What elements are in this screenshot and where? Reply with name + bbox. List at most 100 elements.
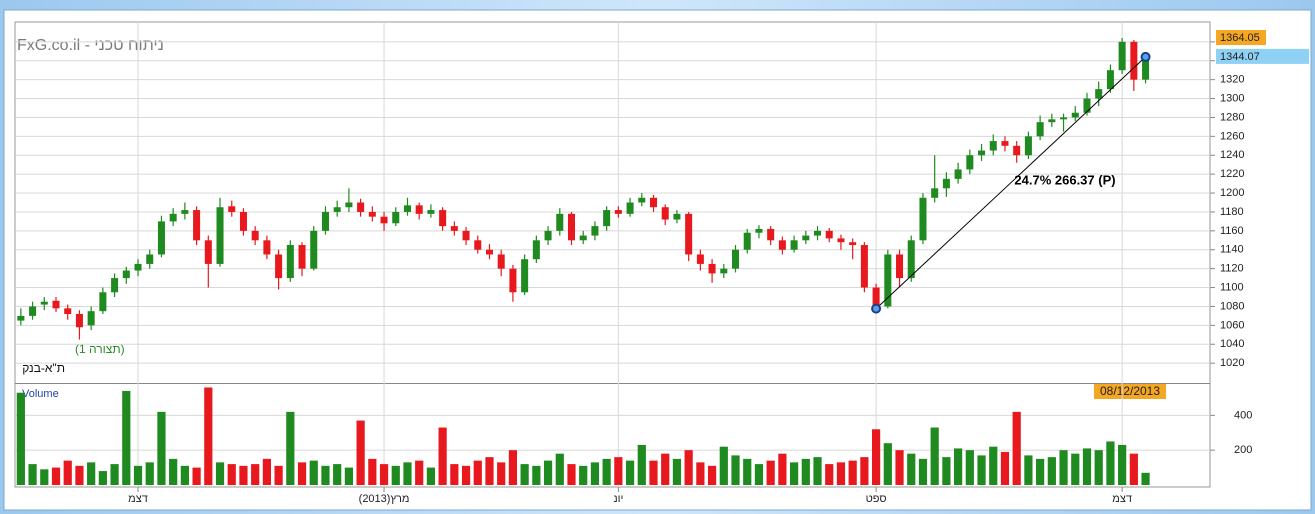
chart-title: FxG.co.il - ניתוח טכני: [17, 37, 164, 54]
candle-body: [1048, 119, 1056, 123]
y-tick-label: 1280: [1220, 111, 1244, 123]
candle-body: [439, 210, 447, 227]
volume-bar: [110, 464, 119, 485]
volume-bar: [450, 464, 459, 485]
y-tick-label: 1320: [1220, 74, 1244, 86]
y-tick-label: 1300: [1220, 92, 1244, 104]
candle-body: [134, 263, 142, 271]
instrument: ת"א-בנק: [22, 361, 65, 375]
volume-bar: [75, 465, 84, 485]
volume-bar: [145, 462, 154, 485]
candle-body: [321, 211, 329, 231]
volume-bar: [579, 465, 588, 485]
volume-bar: [801, 458, 810, 485]
volume-bar: [1141, 472, 1150, 485]
y-tick-label: 1220: [1220, 168, 1244, 180]
volume-bar: [40, 469, 49, 485]
volume-bar: [836, 462, 846, 485]
candle-body: [75, 314, 83, 328]
candle-body: [931, 188, 939, 198]
volume-bar: [696, 462, 705, 485]
volume-bar: [485, 457, 494, 485]
candle-body: [649, 197, 658, 208]
candle-body: [380, 216, 388, 224]
candle-body: [673, 213, 681, 220]
volume-bar: [251, 464, 260, 485]
candle-body: [87, 311, 95, 326]
volume-bar: [415, 460, 424, 485]
volume-bar: [204, 387, 213, 485]
candle-body: [614, 210, 622, 214]
volume-bar: [461, 465, 471, 485]
volume-bar: [989, 446, 998, 485]
candle-body: [1118, 41, 1126, 71]
volume-bar: [262, 458, 271, 485]
candle-body: [567, 213, 576, 241]
x-tick-label: דצמ: [1112, 493, 1132, 505]
volume-bar: [157, 411, 166, 485]
candle-body: [685, 213, 693, 255]
candle-body: [1071, 112, 1079, 118]
volume-bar: [28, 464, 37, 485]
candle-body: [1013, 145, 1021, 156]
candle-body: [239, 211, 247, 231]
candle-body: [157, 221, 165, 255]
candle-body: [392, 211, 400, 224]
candle-body: [450, 226, 458, 231]
volume-bar: [379, 464, 389, 485]
y-tick-label: 1160: [1220, 225, 1244, 237]
volume-bar: [63, 460, 72, 485]
candle-body: [368, 211, 376, 217]
candle-body: [579, 235, 587, 241]
volume-bar: [344, 467, 353, 485]
y-tick-label: 200: [1234, 444, 1252, 456]
candle-body: [860, 245, 868, 288]
volume-bar: [942, 457, 951, 485]
candle-body: [521, 259, 529, 293]
candle-body: [966, 155, 974, 170]
volume-bar: [1118, 444, 1127, 485]
candle-body: [251, 230, 259, 241]
date-label-box: [1094, 384, 1166, 399]
candle-body: [720, 268, 728, 274]
volume-bar: [918, 458, 928, 485]
candle-body: [64, 308, 72, 315]
volume-bar: [333, 464, 342, 485]
candle-body: [919, 197, 927, 241]
candle-body: [216, 207, 224, 264]
candle-body: [462, 230, 470, 241]
candle-body: [708, 263, 716, 274]
candle-body: [474, 240, 482, 250]
volume-bar: [169, 458, 178, 485]
volume-bar: [508, 450, 518, 485]
volume-bar: [754, 464, 764, 485]
candle-body: [743, 232, 751, 250]
y-tick-label: 1020: [1220, 357, 1244, 369]
volume-bar: [1012, 411, 1021, 485]
volume-bar: [883, 443, 892, 485]
candle-body: [989, 141, 997, 151]
x-tick-label: דצמ: [128, 493, 148, 505]
volume-bar: [543, 460, 553, 485]
candle-body: [111, 278, 119, 293]
candle-body: [345, 202, 353, 208]
candle-body: [403, 205, 411, 212]
date-label: 08/12/2013: [1100, 384, 1160, 398]
volume-bar: [51, 467, 61, 485]
volume-bar: [520, 464, 529, 485]
candle-body: [603, 210, 611, 227]
volume-bar: [590, 462, 600, 485]
volume-bar: [1106, 441, 1115, 485]
volume-bar: [438, 427, 447, 485]
candle-body: [298, 245, 306, 269]
candle-body: [825, 230, 833, 239]
volume-bar: [719, 446, 728, 485]
volume-bar: [766, 460, 775, 485]
candle-body: [1095, 89, 1103, 99]
candle-body: [52, 300, 60, 309]
candle-body: [732, 249, 740, 269]
candle-body: [907, 240, 915, 279]
volume-bar: [356, 420, 365, 485]
